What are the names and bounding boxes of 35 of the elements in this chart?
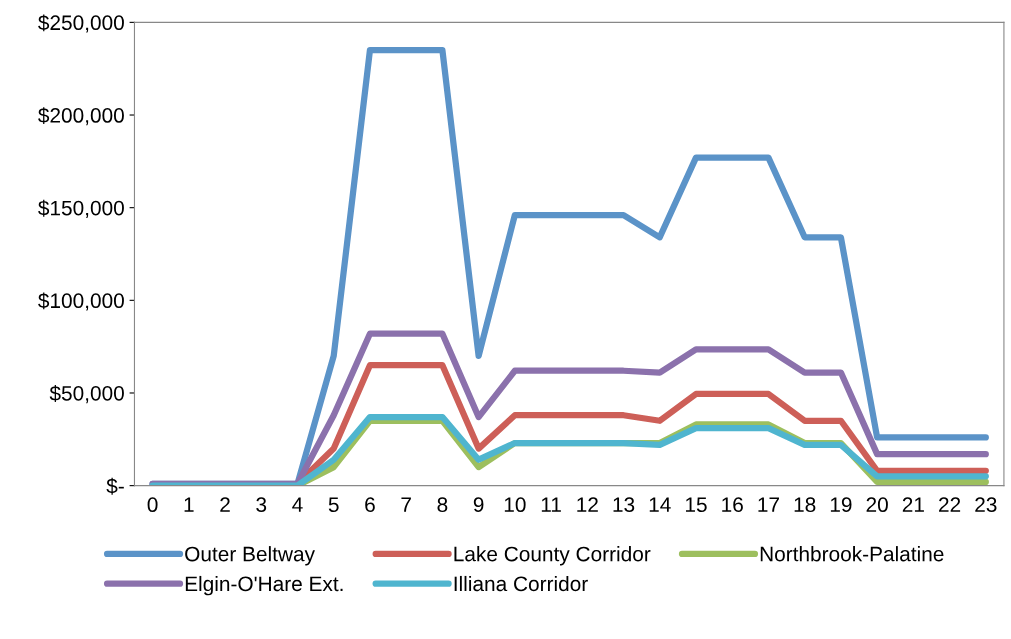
x-tick-label: 8	[437, 497, 448, 513]
x-tick-label: 6	[365, 497, 375, 513]
x-tick-label: 22	[939, 497, 961, 512]
x-tick-label: 12	[577, 497, 598, 512]
legend-label: Outer Beltway	[185, 546, 315, 566]
x-tick-label: 11	[541, 497, 561, 512]
x-tick-label: 5	[328, 497, 339, 513]
x-tick-label: 9	[473, 497, 484, 513]
x-tick-label: 14	[649, 497, 671, 512]
y-tick-label: $100,000	[38, 292, 124, 311]
x-tick-label: 3	[256, 497, 267, 513]
x-tick-label: 18	[794, 497, 816, 513]
x-tick-label: 13	[613, 497, 635, 513]
x-tick-label: 7	[401, 497, 411, 512]
x-tick-label: 21	[902, 497, 924, 512]
y-tick-label: $200,000	[38, 107, 124, 126]
legend-label: Lake County Corridor	[454, 546, 651, 566]
x-tick-label: 19	[830, 497, 852, 513]
y-tick-label: $150,000	[38, 199, 124, 218]
x-tick-label: 15	[685, 497, 707, 513]
x-tick-label: 17	[758, 497, 779, 512]
y-tick-label: $50,000	[49, 385, 124, 404]
x-tick-label: 2	[220, 497, 230, 512]
x-tick-label: 1	[184, 497, 194, 512]
legend-label: Northbrook-Palatine	[760, 546, 944, 562]
y-tick-label: $-	[106, 477, 124, 495]
x-tick-label: 10	[504, 497, 526, 513]
legend-label: Illiana Corridor	[454, 575, 588, 592]
x-tick-label: 16	[722, 497, 743, 513]
x-tick-label: 4	[292, 497, 303, 512]
x-tick-label: 0	[147, 497, 158, 513]
legend-label: Elgin-O'Hare Ext.	[185, 575, 343, 596]
y-tick-label: $250,000	[38, 14, 124, 33]
x-tick-label: 20	[866, 497, 888, 513]
x-tick-label: 23	[975, 497, 997, 513]
